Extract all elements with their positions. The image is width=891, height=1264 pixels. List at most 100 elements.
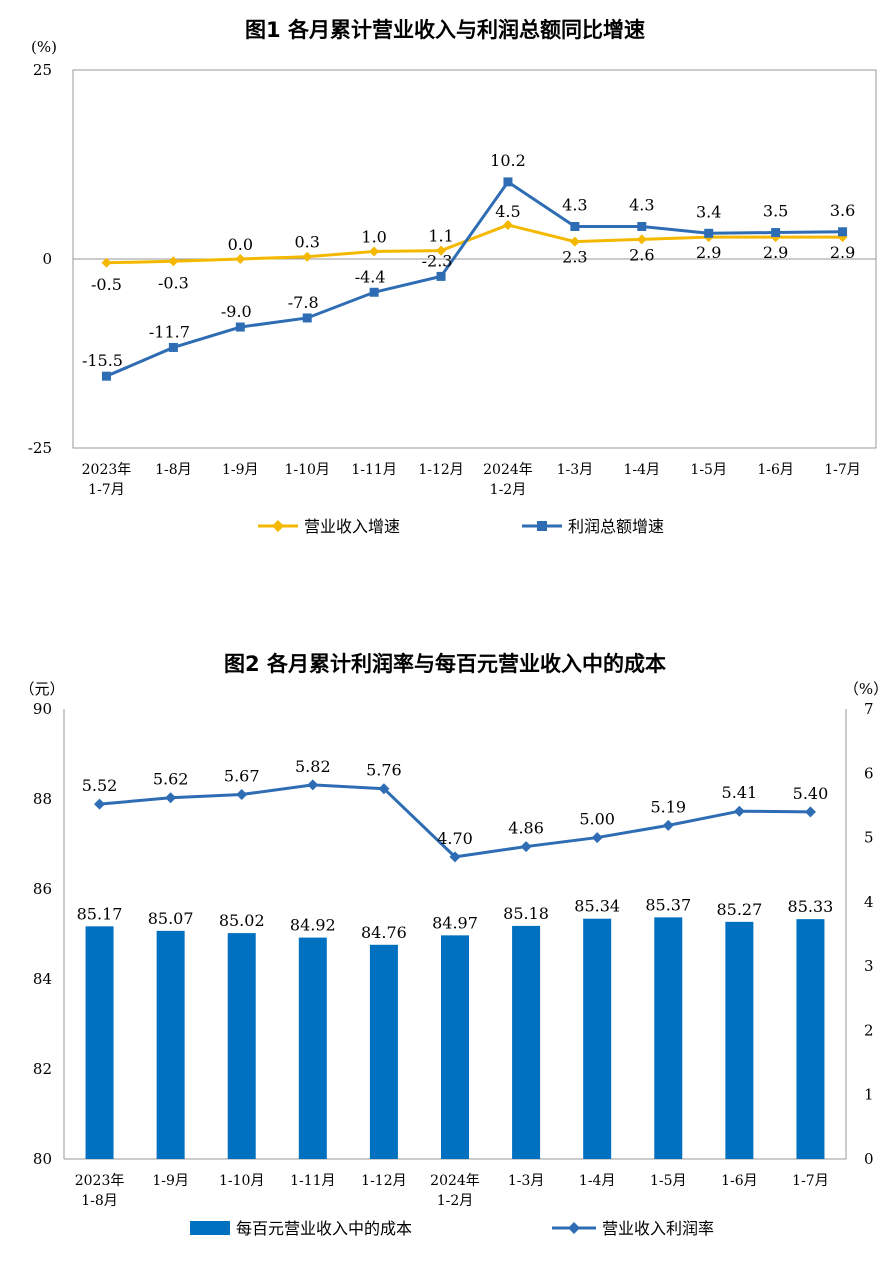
chart2-right-tick-label: 7 <box>864 700 874 718</box>
cost-bar <box>369 944 398 1159</box>
revenue-growth-data-label: -0.3 <box>158 273 189 292</box>
chart2-right-tick-label: 2 <box>864 1021 874 1039</box>
chart1-x-tick-label: 1-8月 <box>155 462 192 478</box>
revenue-growth-point <box>168 256 179 267</box>
profit-growth-data-label: 10.2 <box>490 151 526 170</box>
revenue-growth-line <box>106 223 843 265</box>
revenue-growth-data-label: 0.0 <box>228 235 253 254</box>
chart1-title: 图1 各月累计营业收入与利润总额同比增速 <box>245 18 645 42</box>
chart2-x-tick-label: 1-10月 <box>219 1173 264 1189</box>
chart2-x-tick-label: 1-2月 <box>437 1193 474 1209</box>
cost-bar-data-label: 84.97 <box>432 913 478 932</box>
chart2-right-tick-label: 6 <box>864 764 874 782</box>
profit-growth-line <box>105 179 843 378</box>
cost-bar-data-label: 85.07 <box>148 909 194 928</box>
cost-bar <box>441 935 469 1159</box>
chart2-right-tick-label: 1 <box>864 1086 874 1104</box>
chart1-legend: 营业收入增速 利润总额增速 <box>258 517 664 536</box>
revenue-growth-data-label: 2.9 <box>763 243 788 262</box>
revenue-growth-point <box>502 219 513 230</box>
profit-margin-point <box>165 792 177 804</box>
chart1-x-tick-label: 1-5月 <box>690 462 727 478</box>
revenue-growth-data-label: 1.1 <box>428 227 453 246</box>
profit-growth-point <box>704 228 714 238</box>
chart2-x-tick-label: 1-4月 <box>579 1173 616 1189</box>
revenue-growth-data-label: -0.5 <box>91 275 122 294</box>
revenue-growth-data-label: 2.3 <box>562 248 587 267</box>
chart1-x-tick-label: 1-10月 <box>284 462 329 478</box>
chart2-x-tick-label: 2024年 <box>430 1173 480 1189</box>
chart2-left-unit: （元） <box>19 680 64 698</box>
chart1-plot-area: -0.5 -0.3 0.0 0.3 1.0 1.1 4.5 2.3 2.6 2.9 2.9 2.9 -1… <box>82 151 855 381</box>
profit-growth-point <box>570 221 580 231</box>
chart1-y-tick-label: 25 <box>33 61 52 79</box>
profit-margin-data-label: 5.41 <box>722 783 758 802</box>
cost-bar <box>654 917 683 1159</box>
chart1-x-tick-label: 1-11月 <box>351 462 396 478</box>
legend-cost-swatch <box>190 1221 230 1235</box>
chart1-x-tick-label: 2023年 <box>82 462 132 478</box>
profit-margin-data-label: 5.40 <box>793 784 829 803</box>
profit-growth-point <box>302 313 312 323</box>
chart2-x-tick-label: 1-11月 <box>290 1173 335 1189</box>
profit-margin-data-label: 5.76 <box>366 761 402 780</box>
chart2-line: 5.52 5.62 5.67 5.82 5.76 4.70 4.86 5.00 5.19 5.41… <box>82 757 829 863</box>
cost-bar <box>796 919 825 1159</box>
chart1-y-tick-label: 0 <box>42 250 52 268</box>
profit-margin-point <box>591 832 603 844</box>
chart1-x-tick-label: 1-4月 <box>624 462 661 478</box>
profit-growth-point <box>503 177 513 187</box>
profit-growth-data-label: -2.3 <box>422 251 453 270</box>
chart1-x-tick-label: 1-2月 <box>490 482 527 498</box>
chart2-left-tick-label: 84 <box>33 970 52 988</box>
cost-bar <box>583 918 612 1159</box>
revenue-growth-point <box>369 246 380 257</box>
revenue-growth-point <box>235 254 246 264</box>
legend-revenue-diamond-icon <box>272 520 284 532</box>
profit-margin-data-label: 4.86 <box>508 819 544 838</box>
revenue-growth-data-label: 4.5 <box>495 202 520 221</box>
chart1-x-tick-label: 1-7月 <box>88 482 125 498</box>
chart2-left-tick-label: 80 <box>33 1150 52 1168</box>
chart2-x-tick-label: 2023年 <box>75 1173 125 1189</box>
cost-bar-data-label: 85.27 <box>716 900 762 919</box>
chart2-left-tick-label: 82 <box>33 1060 52 1078</box>
chart2-legend: 每百元营业收入中的成本 营业收入利润率 <box>190 1219 714 1238</box>
legend-margin-diamond-icon <box>568 1222 580 1234</box>
chart2-left-tick-label: 86 <box>33 880 52 898</box>
chart2-right-unit: （%） <box>844 680 888 698</box>
chart2-x-tick-label: 1-3月 <box>508 1173 545 1189</box>
profit-growth-point <box>168 342 178 352</box>
chart2-axes: 90 88 86 84 82 80 7 6 5 4 3 2 1 0 <box>33 700 874 1168</box>
revenue-growth-point <box>569 236 580 247</box>
chart1-x-tick-label: 1-7月 <box>824 462 861 478</box>
cost-bar-data-label: 84.92 <box>290 916 336 935</box>
profit-margin-data-label: 4.70 <box>437 829 473 848</box>
profit-growth-data-label: 3.4 <box>696 202 721 221</box>
legend-profit-label: 利润总额增速 <box>568 517 664 536</box>
profit-margin-point <box>449 851 461 863</box>
profit-margin-data-label: 5.19 <box>650 797 686 816</box>
profit-growth-point <box>101 371 111 381</box>
cost-bar <box>227 933 256 1159</box>
chart2-left-tick-label: 90 <box>33 700 52 718</box>
cost-bar <box>725 921 754 1159</box>
cost-bar <box>298 937 327 1159</box>
profit-margin-point <box>733 805 745 817</box>
chart1-x-tick-label: 1-12月 <box>418 462 463 478</box>
profit-growth-point <box>369 287 379 297</box>
cost-bar-data-label: 85.34 <box>574 897 620 916</box>
cost-bar <box>512 925 541 1159</box>
chart2-left-tick-label: 88 <box>33 790 52 808</box>
profit-growth-point <box>235 322 245 332</box>
chart2-x-ticks: 2023年 1-8月 1-9月 1-10月 1-11月 1-12月 2024年 1-2月 1-3… <box>75 1173 829 1209</box>
cost-bar-data-label: 85.02 <box>219 911 265 930</box>
profit-growth-data-label: -11.7 <box>149 322 190 341</box>
profit-growth-data-label: 4.3 <box>562 195 587 214</box>
profit-margin-point <box>307 779 319 791</box>
profit-growth-data-label: -9.0 <box>221 302 252 321</box>
profit-growth-point <box>838 227 848 237</box>
chart2-right-tick-label: 3 <box>864 957 874 975</box>
profit-growth-data-label: -4.4 <box>355 267 386 286</box>
